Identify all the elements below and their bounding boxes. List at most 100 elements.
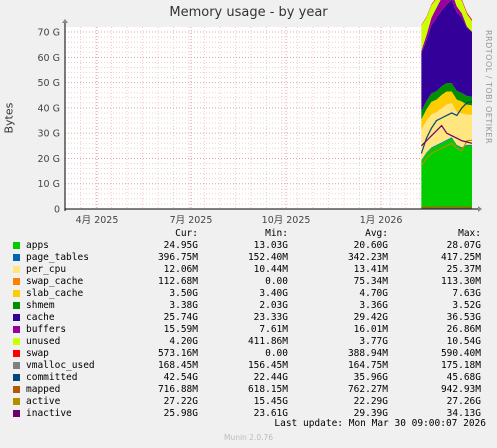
legend-name: buffers: [26, 324, 67, 335]
y-tick-label: 20 G: [38, 154, 60, 165]
legend-cur: 716.88M: [157, 384, 198, 395]
y-tick-label: 10 G: [38, 179, 60, 190]
legend-avg: 20.60G: [353, 240, 388, 251]
legend-max: 28.07G: [446, 240, 481, 251]
legend-avg: 35.96G: [353, 372, 388, 383]
x-tick-label: 7月 2025: [170, 215, 213, 225]
legend-max: 113.30M: [440, 276, 481, 287]
legend-row-slab_cache: slab_cache 3.50G 3.40G 4.70G 7.63G: [12, 288, 488, 300]
legend-name: unused: [26, 336, 61, 347]
legend-row-swap: swap 573.16M 0.00 388.94M 590.40M: [12, 348, 488, 360]
legend-row-mapped: mapped 716.88M 618.15M 762.27M 942.93M: [12, 384, 488, 396]
legend-name: cache: [26, 312, 55, 323]
y-tick-label: 0: [54, 205, 60, 216]
legend-row-active: active 27.22G 15.45G 22.29G 27.26G: [12, 396, 488, 408]
legend-swatch: [13, 266, 20, 273]
header-avg: Avg:: [365, 228, 388, 239]
rrdtool-credit: RRDTOOL / TOBI OETIKER: [484, 30, 493, 145]
legend-min: 7.61M: [259, 324, 288, 335]
series-lines: [420, 100, 473, 210]
legend-avg: 342.23M: [347, 252, 388, 263]
legend-cur: 24.95G: [163, 240, 198, 251]
legend-name: shmem: [26, 300, 55, 311]
legend-row-cache: cache 25.74G 23.33G 29.42G 36.53G: [12, 312, 488, 324]
legend-max: 417.25M: [440, 252, 481, 263]
legend-min: 3.40G: [259, 288, 288, 299]
legend-avg: 16.01M: [353, 324, 388, 335]
legend-swatch: [13, 326, 20, 333]
line-active: [420, 139, 473, 167]
legend-swatch: [13, 290, 20, 297]
legend-max: 27.26G: [446, 396, 481, 407]
legend-cur: 25.74G: [163, 312, 198, 323]
x-tick-label: 1月 2026: [360, 215, 403, 225]
legend-row-committed: committed 42.54G 22.44G 35.96G 45.68G: [12, 372, 488, 384]
legend-avg: 3.77G: [359, 336, 388, 347]
legend-name: inactive: [26, 408, 72, 419]
area-cache: [421, 0, 472, 112]
legend-min: 23.61G: [253, 408, 288, 419]
legend-name: committed: [26, 372, 78, 383]
legend-min: 15.45G: [253, 396, 288, 407]
legend-row-vmalloc_used: vmalloc_used 168.45M 156.45M 164.75M 175.18M: [12, 360, 488, 372]
legend-max: 26.86M: [446, 324, 481, 335]
legend-max: 7.63G: [452, 288, 481, 299]
legend-max: 590.40M: [440, 348, 481, 359]
y-tick-label: 50 G: [38, 78, 60, 89]
legend-cur: 42.54G: [163, 372, 198, 383]
legend-swatch: [13, 254, 20, 261]
legend-cur: 27.22G: [163, 396, 198, 407]
legend-cur: 396.75M: [157, 252, 198, 263]
legend-min: 156.45M: [247, 360, 288, 371]
legend-name: vmalloc_used: [26, 360, 95, 371]
legend-avg: 29.42G: [353, 312, 388, 323]
line-committed: [420, 100, 473, 154]
y-tick-label: 70 G: [38, 28, 60, 39]
y-tick-labels: 0 10 G 20 G 30 G 40 G 50 G 60 G 70 G: [38, 28, 60, 216]
area-shmem: [421, 82, 472, 120]
header-min: Min:: [265, 228, 288, 239]
chart-title: Memory usage - by year: [169, 5, 328, 20]
y-tick-label: 30 G: [38, 129, 60, 140]
legend-name: swap_cache: [26, 276, 84, 287]
area-slab_cache: [421, 91, 472, 130]
legend-cur: 25.98G: [163, 408, 198, 419]
x-tick-label: 4月 2025: [76, 215, 119, 225]
legend-avg: 22.29G: [353, 396, 388, 407]
legend-row-shmem: shmem 3.38G 2.03G 3.36G 3.52G: [12, 300, 488, 312]
legend-max: 36.53G: [446, 312, 481, 323]
area-apps: [421, 138, 472, 209]
x-tick-label: 10月 2025: [262, 215, 311, 225]
legend-min: 10.44M: [253, 264, 288, 275]
legend-name: swap: [26, 348, 49, 359]
axes: [62, 19, 482, 212]
legend-swatch: [13, 350, 20, 357]
y-tick-label: 60 G: [38, 53, 60, 64]
legend-name: slab_cache: [26, 288, 84, 299]
legend-min: 0.00: [265, 348, 288, 359]
legend-cur: 168.45M: [157, 360, 198, 371]
legend-avg: 388.94M: [347, 348, 388, 359]
legend-name: active: [26, 396, 61, 407]
legend-row-swap_cache: swap_cache 112.68M 0.00 75.34M 113.30M: [12, 276, 488, 288]
grid: [65, 27, 472, 209]
legend-swatch: [13, 278, 20, 285]
legend-avg: 75.34M: [353, 276, 388, 287]
legend-swatch: [13, 314, 20, 321]
legend-avg: 762.27M: [347, 384, 388, 395]
legend-max: 942.93M: [440, 384, 481, 395]
legend-row-buffers: buffers 15.59M 7.61M 16.01M 26.86M: [12, 324, 488, 336]
legend-avg: 3.36G: [359, 300, 388, 311]
line-inactive: [420, 124, 473, 147]
header-cur: Cur:: [175, 228, 198, 239]
legend-avg: 29.39G: [353, 408, 388, 419]
x-axis-arrow: [478, 206, 482, 212]
legend-swatch: [13, 374, 20, 381]
legend-header: Cur: Min: Avg: Max:: [12, 228, 488, 240]
legend-row-inactive: inactive 25.98G 23.61G 29.39G 34.13G: [12, 408, 488, 420]
legend-row-per_cpu: per_cpu 12.06M 10.44M 13.41M 25.37M: [12, 264, 488, 276]
legend-row-unused: unused 4.20G 411.86M 3.77G 10.54G: [12, 336, 488, 348]
legend-table: Cur: Min: Avg: Max: apps 24.95G 13.03G 20.6…: [12, 228, 488, 420]
legend-cur: 4.20G: [169, 336, 198, 347]
legend-name: mapped: [26, 384, 61, 395]
